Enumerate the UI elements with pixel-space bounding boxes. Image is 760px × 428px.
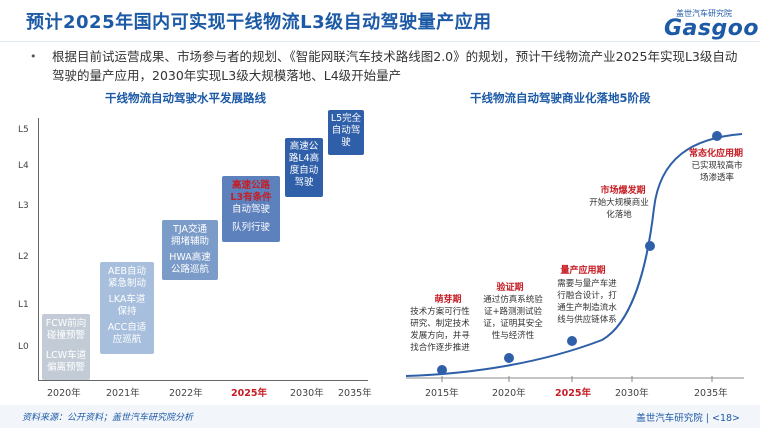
footer-bar	[0, 405, 760, 428]
box-2030: 高速公 路L4高 度自动 驾驶	[285, 138, 323, 197]
y-tick-l1: L1	[18, 300, 29, 310]
stage-1-desc-4: 找合作逐步推进	[410, 343, 470, 353]
box-tja-line2: 拥堵辅助	[170, 236, 209, 247]
rx-tick-2035: 2035年	[694, 388, 728, 399]
stage-5-desc-2: 场渗透率	[699, 173, 734, 183]
box-2035: L5完全 自动驾 驶	[328, 110, 364, 155]
left-x-axis	[38, 380, 368, 381]
y-tick-l5: L5	[18, 125, 29, 135]
box-2030-line1: 高速公	[289, 141, 319, 152]
box-2025-autodrive: 自动驾驶	[231, 204, 270, 215]
page-title: 预计2025年国内可实现干线物流L3级自动驾驶量产应用	[26, 12, 492, 33]
stage-dot-3	[567, 336, 577, 346]
box-2025-l3: L3有条件	[230, 192, 272, 203]
y-tick-l4: L4	[18, 161, 29, 171]
box-lcw: LCW车道 偏离预警	[42, 346, 90, 380]
source-note: 资料来源：公开资料；盖世汽车研究院分析	[22, 413, 194, 423]
box-aeb-line2: 紧急制动	[107, 278, 146, 289]
bullet-marker: •	[30, 50, 37, 63]
box-2025-highway: 高速公路	[231, 180, 270, 191]
box-fcw-line1: FCW前向	[45, 318, 87, 329]
x-tick-2022: 2022年	[169, 388, 203, 399]
x-tick-2020: 2020年	[47, 388, 81, 399]
intro-text: 根据目前试运营成果、市场参与者的规划、《智能网联汽车技术路线图2.0》的规划，预…	[52, 49, 738, 83]
box-fcw: FCW前向 碰撞预警	[42, 314, 90, 348]
box-2035-line1: L5完全	[330, 113, 362, 124]
left-y-axis	[38, 118, 39, 380]
box-hwa-line1: HWA高速	[169, 252, 211, 263]
page-number: | <18>	[705, 413, 740, 424]
stage-2-desc-1: 通过仿真系统验	[483, 295, 543, 305]
stage-dot-2	[504, 353, 514, 363]
stage-4-desc: 开始大规模商业 化落地	[580, 197, 658, 221]
logo-en: Gasgoo	[664, 16, 759, 41]
y-tick-l0: L0	[18, 342, 29, 352]
footer-company: 盖世汽车研究院 | <18>	[636, 410, 740, 424]
box-acc-line1: ACC自适	[107, 322, 147, 333]
stage-1-name: 萌芽期	[434, 295, 462, 305]
stage-1-desc-1: 技术方案可行性	[410, 307, 470, 317]
box-2030-line4: 驾驶	[294, 177, 314, 188]
box-2035-line3: 驶	[341, 137, 351, 148]
box-lka-line1: LKA车道	[108, 294, 146, 305]
rx-tick-2020: 2020年	[492, 388, 526, 399]
stage-5-desc: 已实现较高市 场渗透率	[682, 160, 752, 184]
logo-cn: 盖世汽车研究院	[676, 9, 732, 18]
x-tick-2030: 2030年	[290, 388, 324, 399]
stage-2-desc-2: 证+路测测试验	[483, 307, 543, 317]
stage-dot-1	[437, 365, 447, 375]
title-divider	[0, 41, 760, 42]
y-tick-l3: L3	[18, 201, 29, 211]
stage-3-desc-4: 线与供应链体系	[557, 315, 617, 325]
rx-tick-2030: 2030年	[615, 388, 649, 399]
gasgoo-logo: 盖世汽车研究院 Gasgoo	[664, 8, 758, 42]
rx-tick-2025: 2025年	[555, 388, 591, 399]
box-lka-line2: 保持	[117, 306, 137, 317]
x-tick-2025: 2025年	[231, 388, 267, 399]
s-curve-chart	[405, 131, 744, 382]
box-2025-platoon: 队列行驶	[231, 222, 270, 233]
rx-tick-2015: 2015年	[425, 388, 459, 399]
stage-1-desc: 技术方案可行性 研究、制定技术 发展方向，并寻 找合作逐步推进	[404, 306, 476, 354]
stage-4-desc-1: 开始大规模商业	[589, 198, 649, 208]
x-tick-2035: 2035年	[338, 388, 372, 399]
box-aeb-line1: AEB自动	[107, 266, 147, 277]
box-lcw-line2: 偏离预警	[46, 362, 85, 373]
box-2030-line3: 度自动	[289, 165, 319, 176]
stage-2-desc-4: 性与经济性	[491, 331, 535, 341]
box-2022: TJA交通 拥堵辅助 HWA高速 公路巡航	[162, 220, 218, 280]
box-2021: AEB自动 紧急制动 LKA车道 保持 ACC自适 应巡航	[100, 262, 154, 354]
stage-3-desc-3: 通生产制造流水	[557, 303, 617, 313]
y-tick-l2: L2	[18, 252, 29, 262]
x-tick-2021: 2021年	[106, 388, 140, 399]
s-curve-line	[405, 133, 743, 377]
box-hwa-line2: 公路巡航	[170, 264, 209, 275]
stage-2-desc-3: 证，证明其安全	[483, 319, 543, 329]
stage-3-desc: 需要与量产车进 行融合设计，打 通生产制造流水 线与供应链体系	[550, 278, 624, 326]
stage-2-desc: 通过仿真系统验 证+路测测试验 证，证明其安全 性与经济性	[476, 294, 550, 342]
stage-3-desc-2: 行融合设计，打	[557, 291, 617, 301]
stage-dot-4	[645, 241, 655, 251]
left-chart-title: 干线物流自动驾驶水平发展路线	[105, 91, 266, 105]
stage-dot-5	[712, 131, 722, 141]
box-2030-line2: 路L4高	[288, 153, 320, 164]
box-fcw-line2: 碰撞预警	[46, 330, 85, 341]
stage-2-name: 验证期	[496, 283, 524, 293]
box-acc-line2: 应巡航	[112, 334, 142, 345]
stage-3-name: 量产应用期	[560, 266, 606, 276]
right-chart-title: 干线物流自动驾驶商业化落地5阶段	[470, 91, 651, 105]
stage-5-name: 常态化应用期	[688, 149, 743, 159]
stage-4-desc-2: 化落地	[606, 210, 632, 220]
box-lcw-line1: LCW车道	[45, 350, 87, 361]
box-2025: 高速公路 L3有条件 自动驾驶 队列行驶	[222, 176, 280, 242]
box-2035-line2: 自动驾	[331, 125, 361, 136]
box-tja-line1: TJA交通	[173, 224, 207, 235]
stage-5-desc-1: 已实现较高市	[691, 161, 743, 171]
stage-4-name: 市场爆发期	[600, 186, 646, 196]
stage-1-desc-3: 发展方向，并寻	[410, 331, 470, 341]
stage-3-desc-1: 需要与量产车进	[557, 279, 617, 289]
footer-company-name: 盖世汽车研究院	[636, 413, 703, 424]
stage-1-desc-2: 研究、制定技术	[410, 319, 470, 329]
